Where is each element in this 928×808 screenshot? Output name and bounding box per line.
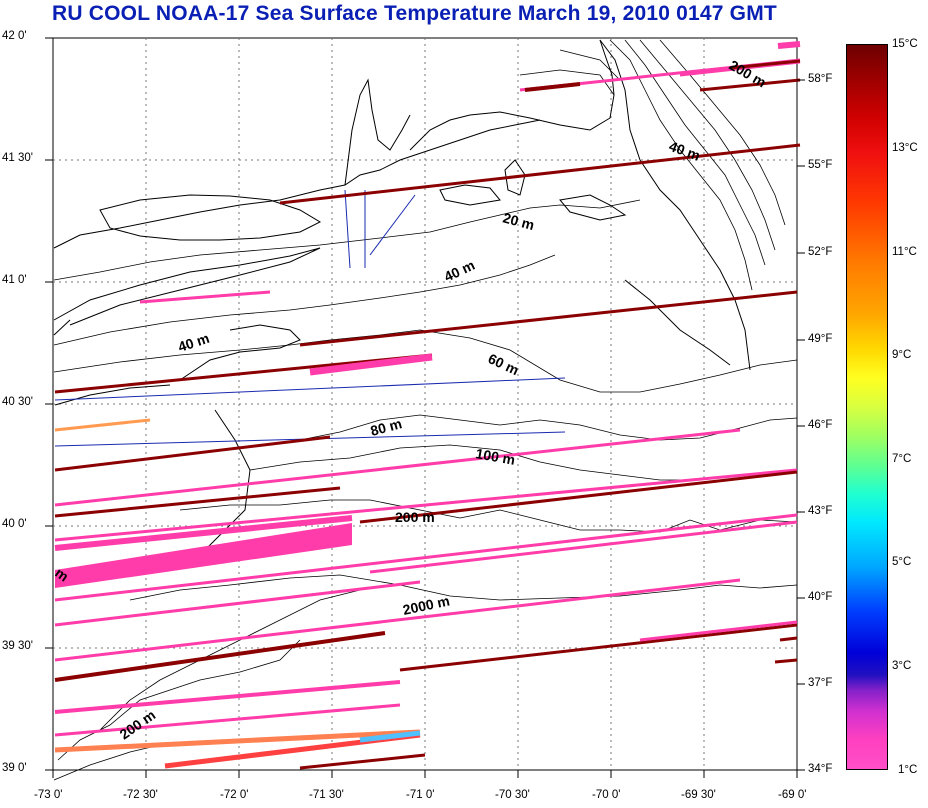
swath	[54, 468, 798, 542]
lat-tick: 40 30'	[2, 396, 33, 408]
swath	[54, 435, 331, 472]
swath	[139, 290, 271, 304]
lon-tick: -70 0'	[592, 789, 621, 801]
colorbar-fahrenheit-label: 46°F	[808, 419, 833, 431]
colorbar-celsius-label: 11°C	[892, 246, 917, 258]
depth-label: 80 m	[369, 415, 404, 439]
colorbar-celsius-label: 9°C	[892, 349, 912, 361]
colorbar-fahrenheit-label: 37°F	[808, 677, 833, 689]
colorbar-celsius-label: 15°C	[892, 38, 918, 50]
lat-tick: 41 30'	[2, 152, 33, 164]
sst-swaths	[54, 41, 801, 770]
swath	[54, 580, 421, 627]
swath	[779, 636, 798, 642]
swath	[777, 41, 801, 49]
swath	[399, 623, 798, 672]
lat-tick: 42 0'	[2, 30, 27, 42]
swath	[54, 729, 421, 753]
lat-tick: 39 30'	[2, 640, 33, 652]
coastline	[53, 39, 751, 561]
swath	[54, 631, 386, 682]
lon-tick: -72 0'	[220, 789, 249, 801]
depth-label: 20 m	[501, 209, 536, 233]
swath	[54, 513, 798, 602]
swath	[359, 470, 798, 524]
swath	[299, 290, 798, 347]
swath	[55, 523, 352, 588]
lon-tick: -72 30'	[123, 789, 158, 801]
swath	[774, 658, 798, 664]
depth-label: 200 m	[395, 509, 435, 525]
swath	[729, 59, 801, 70]
bathymetry-contours	[53, 39, 798, 781]
temperature-colorbar	[846, 44, 888, 770]
swath	[524, 82, 581, 92]
swath	[54, 515, 353, 551]
depth-label: 100 m	[474, 445, 516, 468]
swath	[359, 730, 421, 743]
axis-tick-marks	[45, 37, 805, 778]
lat-tick: 39 0'	[2, 762, 27, 774]
swath	[54, 578, 741, 662]
swath	[309, 353, 433, 376]
colorbar-celsius-label: 3°C	[892, 660, 912, 672]
swath	[699, 78, 801, 92]
colorbar-fahrenheit-label: 43°F	[808, 505, 833, 517]
colorbar-fahrenheit-label: 49°F	[808, 333, 833, 345]
swath	[54, 703, 401, 737]
colorbar-fahrenheit-label: 52°F	[808, 246, 833, 258]
lon-tick: -70 30'	[495, 789, 530, 801]
colorbar-fahrenheit-label: 58°F	[808, 73, 833, 85]
colorbar-celsius-label: 13°C	[892, 142, 918, 154]
swath	[54, 428, 741, 507]
swath	[54, 486, 341, 518]
lon-tick: -73 0'	[34, 789, 63, 801]
swath	[54, 418, 151, 432]
swath	[369, 520, 798, 574]
map-title: RU COOL NOAA-17 Sea Surface Temperature …	[52, 2, 777, 25]
lon-tick: -71 30'	[309, 789, 344, 801]
colorbar-celsius-label: 1°C	[898, 764, 918, 776]
colorbar-celsius-label: 5°C	[892, 556, 912, 568]
swath	[279, 143, 801, 205]
lat-tick: 41 0'	[2, 274, 27, 286]
colorbar-celsius-label: 7°C	[892, 453, 912, 465]
lat-tick: 40 0'	[2, 518, 27, 530]
swath	[639, 620, 798, 642]
lon-tick: -69 0'	[778, 789, 807, 801]
colorbar-fahrenheit-label: 55°F	[808, 159, 833, 171]
swath	[54, 680, 401, 714]
lon-tick: -69 30'	[681, 789, 716, 801]
swath	[299, 753, 426, 770]
colorbar-fahrenheit-label: 34°F	[808, 763, 833, 775]
swath	[54, 353, 433, 394]
lon-tick: -71 0'	[406, 789, 435, 801]
colorbar-fahrenheit-label: 40°F	[808, 591, 833, 603]
